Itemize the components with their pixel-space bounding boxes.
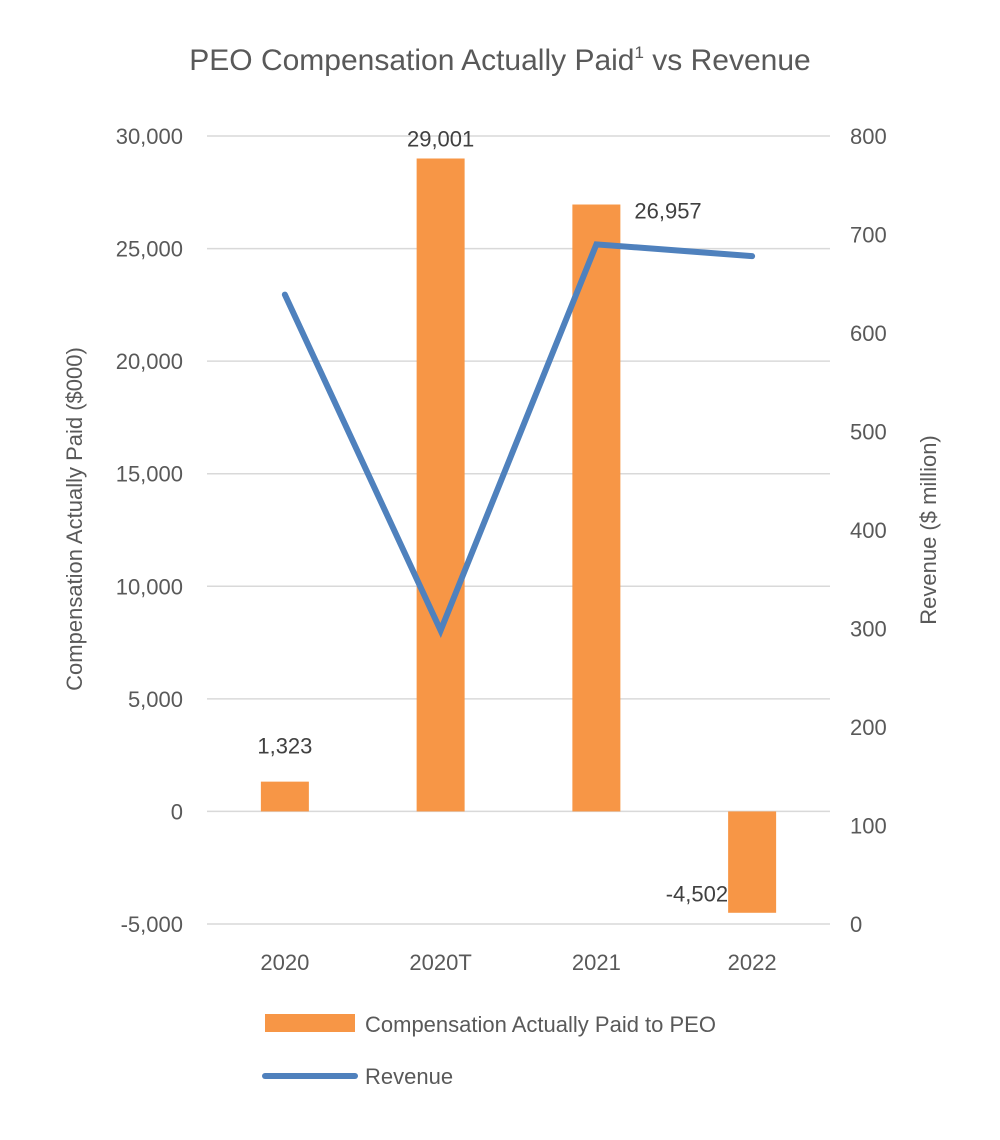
left-tick-label: 20,000 [116,349,183,374]
right-tick-label: 500 [850,420,887,445]
right-tick-label: 0 [850,912,862,937]
right-tick-label: 200 [850,715,887,740]
left-axis-ticks: -5,000 0 5,000 10,000 15,000 20,000 25,000 30,0… [116,124,183,937]
revenue-line [285,244,752,630]
data-labels: 1,323 29,001 26,957 -4,502 [257,126,728,906]
legend: Compensation Actually Paid to PEO Revenu… [265,1012,716,1089]
legend-swatch-bar [265,1014,355,1032]
right-tick-label: 300 [850,617,887,642]
data-label: 29,001 [407,126,474,151]
right-tick-label: 100 [850,814,887,839]
left-tick-label: 25,000 [116,237,183,262]
x-tick-label: 2022 [728,950,777,975]
left-tick-label: 5,000 [128,687,183,712]
left-tick-label: 0 [171,799,183,824]
x-axis-ticks: 2020 2020T 2021 2022 [260,950,776,975]
x-tick-label: 2021 [572,950,621,975]
chart-title: PEO Compensation Actually Paid1 vs Reven… [189,43,810,77]
bar-2021 [572,205,620,812]
data-label: -4,502 [666,881,728,906]
right-tick-label: 800 [850,124,887,149]
right-tick-label: 600 [850,321,887,346]
legend-label-bar: Compensation Actually Paid to PEO [365,1012,716,1037]
left-tick-label: -5,000 [121,912,183,937]
left-axis-label: Compensation Actually Paid ($000) [62,347,87,691]
bar-2022 [728,811,776,912]
line-series [285,244,752,630]
bar-series [261,158,776,912]
data-label: 26,957 [634,199,701,224]
right-axis-label: Revenue ($ million) [916,435,941,625]
left-tick-label: 15,000 [116,462,183,487]
bar-2020T [417,158,465,811]
left-tick-label: 10,000 [116,574,183,599]
left-tick-label: 30,000 [116,124,183,149]
x-tick-label: 2020 [260,950,309,975]
right-tick-label: 700 [850,223,887,248]
right-tick-label: 400 [850,518,887,543]
right-axis-ticks: 0 100 200 300 400 500 600 700 800 [850,124,887,937]
x-tick-label: 2020T [409,950,471,975]
legend-label-line: Revenue [365,1064,453,1089]
bar-2020 [261,782,309,812]
data-label: 1,323 [257,734,312,759]
